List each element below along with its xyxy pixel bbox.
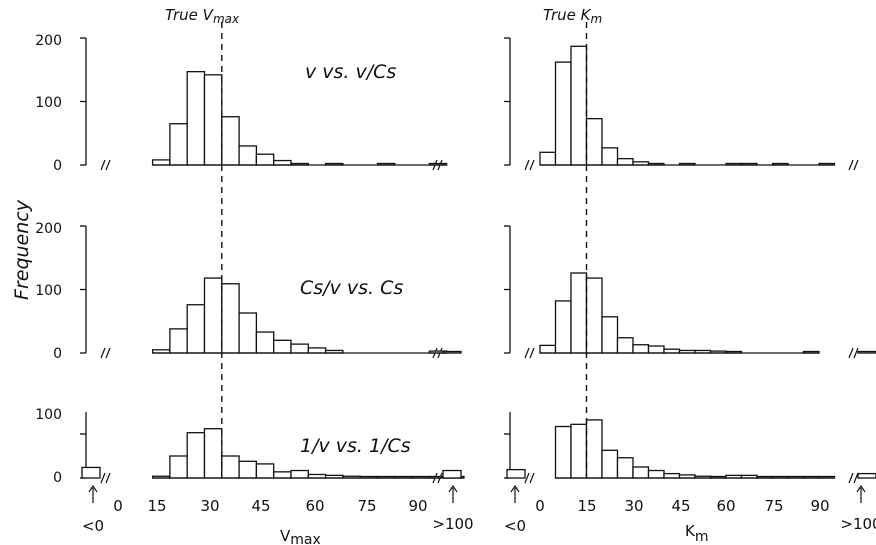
km-row2-bar-above-100 xyxy=(857,350,876,354)
km-row3-bar xyxy=(616,457,634,479)
vmax-row2-bar xyxy=(273,339,292,354)
vmax-row2-bar xyxy=(221,283,240,354)
vmax-xtick-75: 75 xyxy=(357,497,376,515)
ytick-bot-0: 0 xyxy=(53,470,62,486)
vmax-row3-axis-break-1 xyxy=(100,472,111,484)
km-row3-bar xyxy=(632,466,650,479)
km-xtick-90: 90 xyxy=(810,497,829,515)
km-row1-axis-break-1 xyxy=(524,159,535,171)
row-title-3: 1/v vs. 1/Cs xyxy=(300,435,411,457)
vmax-row2-bar xyxy=(290,343,309,354)
vmax-row1-bar xyxy=(186,71,206,166)
km-xtick-lt0: <0 xyxy=(504,517,526,535)
ytick-mid-0: 0 xyxy=(53,346,62,362)
km-xtick-75: 75 xyxy=(764,497,783,515)
vmax-row2-bar xyxy=(186,304,206,354)
ytick-mid-100: 100 xyxy=(35,283,62,299)
km-row2-bar xyxy=(647,345,665,354)
true-vmax-label: True Vmax xyxy=(165,6,240,26)
vmax-row3-bar xyxy=(169,455,188,479)
km-row1-bar xyxy=(585,117,603,166)
vmax-xtick-60: 60 xyxy=(305,497,324,515)
vmax-row1-bar xyxy=(238,145,258,166)
km-row2-bar xyxy=(554,300,572,354)
vmax-row1-bar xyxy=(169,123,188,166)
ytick-top-100: 100 xyxy=(35,95,62,111)
vmax-row3-bar xyxy=(255,463,275,479)
vmax-row1-bar xyxy=(255,153,275,166)
vmax-axis-title: Vmax xyxy=(280,527,321,545)
km-row3-bar xyxy=(663,472,681,479)
vmax-xtick-45: 45 xyxy=(251,497,270,515)
km-xtick-0: 0 xyxy=(535,497,545,515)
ytick-top-200: 200 xyxy=(35,33,62,49)
vmax-row2-bar xyxy=(169,328,188,354)
vmax-row2-bar xyxy=(203,277,223,354)
vmax-row2-bar xyxy=(238,312,258,354)
km-row1-bar xyxy=(616,157,634,166)
km-row1-axis-break-2 xyxy=(848,159,859,171)
km-xtick-gt100: >100 xyxy=(840,515,876,533)
ytick-top-0: 0 xyxy=(53,158,62,174)
km-row2-bar xyxy=(585,277,603,354)
km-row3-bar xyxy=(570,423,588,479)
vmax-row1-axis-break-1 xyxy=(100,159,111,171)
vmax-row2-bar-above-100 xyxy=(442,350,462,354)
km-row3-bar xyxy=(601,449,619,479)
range-arrows xyxy=(88,484,866,503)
vmax-xtick-15: 15 xyxy=(147,497,166,515)
vmax-row3-bar-below-zero xyxy=(81,466,101,479)
vmax-row3-bar xyxy=(273,471,292,479)
vmax-row2-bar xyxy=(255,331,275,354)
ytick-bot-100: 100 xyxy=(35,407,62,423)
km-axis-title: Km xyxy=(685,522,708,545)
vmax-row1-bar xyxy=(203,74,223,166)
km-row1-bar xyxy=(601,147,619,166)
km-xtick-45: 45 xyxy=(671,497,690,515)
km-row1-bar xyxy=(539,151,557,166)
km-xtick-30: 30 xyxy=(624,497,643,515)
km-row3-axis-break-1 xyxy=(524,472,535,484)
vmax-row3-bar-above-100 xyxy=(442,469,462,479)
vmax-row2-bar xyxy=(307,347,327,354)
vmax-xtick-gt100: >100 xyxy=(432,515,473,533)
vmax-row1-bar xyxy=(221,116,240,166)
km-row2-axis-break-1 xyxy=(524,347,535,359)
km-row2-bar xyxy=(601,316,619,354)
km-row3-bar xyxy=(554,425,572,479)
vmax-row3-bar xyxy=(290,469,309,479)
km-row1-bar xyxy=(570,45,588,166)
km-row2-axis-break-2 xyxy=(848,347,859,359)
km-row3-bar-below-zero xyxy=(506,468,526,479)
km-row3-axis-break-2 xyxy=(848,472,859,484)
vmax-xtick-0: 0 xyxy=(113,497,123,515)
vmax-row3-bar xyxy=(186,432,206,479)
vmax-xtick-30: 30 xyxy=(200,497,219,515)
vmax-row3-bar xyxy=(203,428,223,479)
km-row2-bar xyxy=(539,344,557,354)
km-row1-bar xyxy=(554,61,572,166)
vmax-row3-bar xyxy=(221,455,240,479)
y-axis-label: Frequency xyxy=(11,199,33,300)
vmax-xtick-90: 90 xyxy=(408,497,427,515)
row-title-1: v vs. v/Cs xyxy=(305,61,396,83)
vmax-row1-bar xyxy=(151,159,171,166)
km-row2-bar xyxy=(632,344,650,354)
vmax-row1-bar xyxy=(273,159,292,166)
km-xtick-60: 60 xyxy=(716,497,735,515)
vmax-xtick-lt0: <0 xyxy=(82,517,104,535)
ytick-mid-200: 200 xyxy=(35,221,62,237)
vmax-row2-axis-break-1 xyxy=(100,347,111,359)
vmax-row3-bar xyxy=(238,460,258,479)
true-km-label: True Km xyxy=(543,6,602,26)
km-row2-bar xyxy=(570,272,588,354)
km-row3-bar-above-100 xyxy=(857,472,876,479)
km-row3-bar xyxy=(585,419,603,479)
row-title-2: Cs/v vs. Cs xyxy=(300,277,403,299)
km-row3-bar xyxy=(647,469,665,479)
km-row2-bar xyxy=(616,337,634,354)
km-xtick-15: 15 xyxy=(577,497,596,515)
